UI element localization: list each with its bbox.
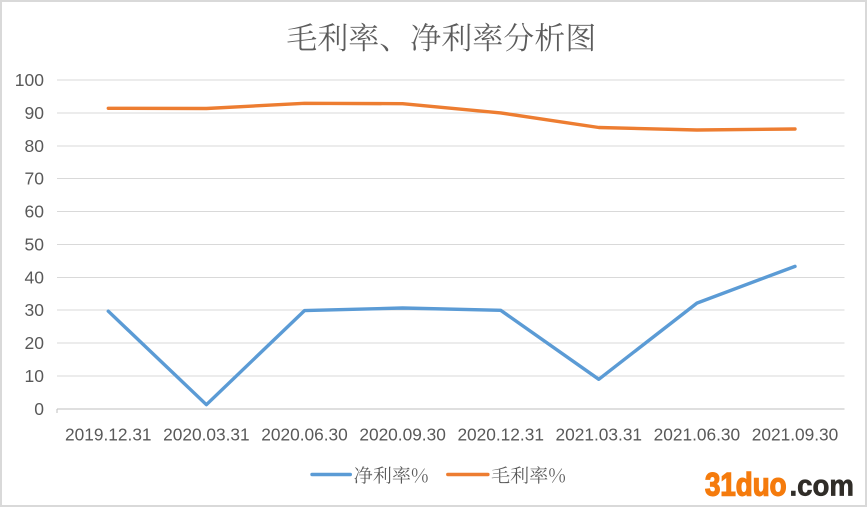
svg-text:2021.03.31: 2021.03.31	[556, 424, 643, 444]
svg-text:50: 50	[25, 234, 45, 254]
svg-text:2021.09.30: 2021.09.30	[752, 424, 839, 444]
svg-text:40: 40	[25, 267, 45, 287]
svg-text:2020.03.31: 2020.03.31	[163, 424, 250, 444]
svg-text:60: 60	[25, 202, 45, 222]
svg-text:10: 10	[25, 366, 45, 386]
svg-text:0: 0	[34, 399, 44, 419]
svg-text:100: 100	[15, 70, 44, 90]
svg-text:.com: .com	[790, 470, 855, 503]
svg-text:20: 20	[25, 333, 45, 353]
svg-text:30: 30	[25, 300, 45, 320]
svg-text:2020.12.31: 2020.12.31	[457, 424, 544, 444]
svg-text:2020.06.30: 2020.06.30	[261, 424, 348, 444]
svg-text:2021.06.30: 2021.06.30	[654, 424, 741, 444]
svg-text:80: 80	[25, 136, 45, 156]
svg-text:31duo: 31duo	[705, 467, 787, 503]
svg-text:2020.09.30: 2020.09.30	[359, 424, 446, 444]
svg-text:90: 90	[25, 103, 45, 123]
svg-text:2019.12.31: 2019.12.31	[65, 424, 152, 444]
svg-text:70: 70	[25, 169, 45, 189]
